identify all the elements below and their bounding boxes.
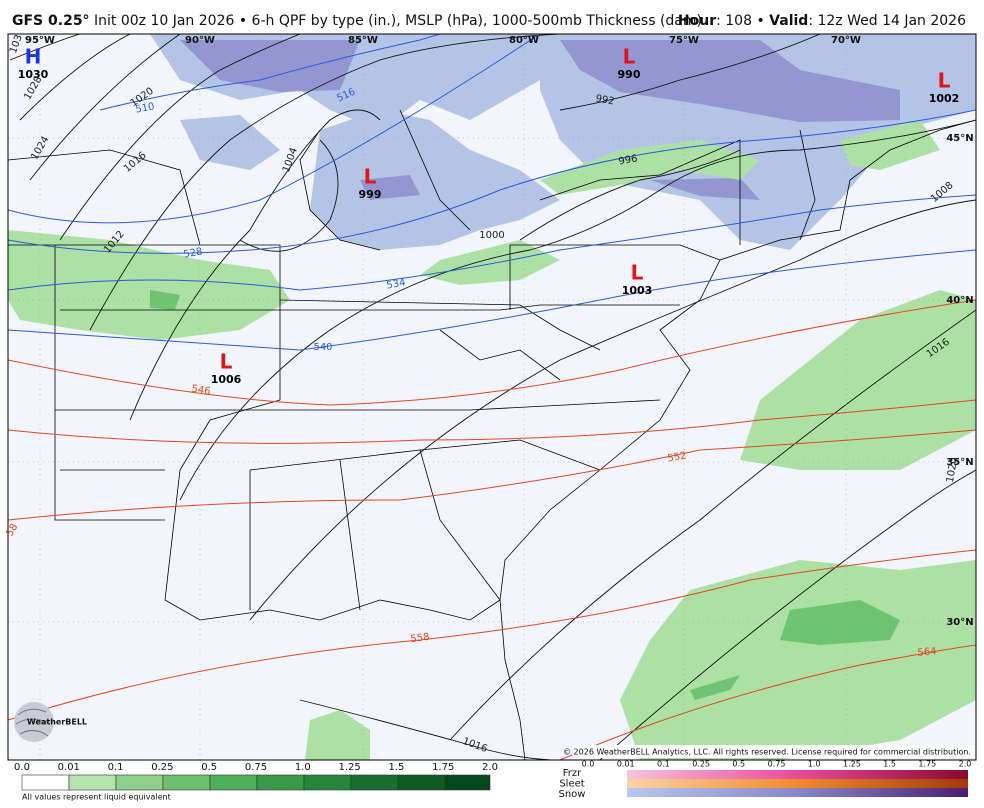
pressure-value: 990: [618, 68, 641, 81]
heavier-rain-areas: [150, 290, 900, 700]
header-part: Init 00z 10 Jan 2026 • 6-h QPF by type (…: [94, 13, 702, 29]
thickness-label: 546: [191, 383, 212, 397]
type-label: Sleet: [559, 779, 584, 790]
header-part: : 108 •: [716, 13, 765, 29]
mixed-tick-label: 0.01: [617, 760, 635, 769]
mixed-tick-label: 2.0: [959, 760, 972, 769]
rain-tick-label: 1.75: [432, 762, 454, 773]
grid-label: 85°W: [348, 35, 378, 46]
rain-tick-label: 2.0: [482, 762, 498, 773]
mixed-tick-label: 1.0: [808, 760, 821, 769]
thickness-red: [8, 299, 976, 760]
grid-label: 35°N: [946, 457, 973, 468]
map: [8, 34, 976, 760]
mixed-tick-label: 1.5: [883, 760, 896, 769]
pressure-symbol: L: [623, 45, 636, 69]
rain-tick-label: 1.25: [338, 762, 360, 773]
pressure-symbol: L: [631, 261, 644, 285]
pressure-value: 999: [359, 188, 382, 201]
thickness-label: 534: [386, 277, 407, 291]
copyright-bg: [572, 745, 974, 758]
pressure-symbol: L: [938, 69, 951, 93]
rain-tick-label: 0.1: [108, 762, 124, 773]
grid-label: 30°N: [946, 617, 973, 628]
map-frame: [7, 33, 977, 761]
thickness-label: 558: [410, 632, 430, 646]
rain-tick-label: 0.01: [58, 762, 80, 773]
heavy-snow-areas: [180, 40, 900, 200]
header-valid: Hour: 108 • Valid: 12z Wed 14 Jan 2026: [678, 13, 966, 29]
type-label: Frzr: [563, 768, 582, 779]
pressure-symbol: L: [220, 350, 233, 374]
legend-note: All values represent liquid equivalent: [22, 793, 171, 802]
rain-tick-label: 1.0: [295, 762, 311, 773]
mixed-colorbar: [627, 770, 968, 797]
rain-areas: [8, 120, 976, 760]
isobar-label: 996: [618, 153, 639, 167]
logo-mark: [14, 702, 54, 742]
isobar-label: 1000: [479, 230, 504, 241]
mixed-tick-label: 0.25: [692, 760, 710, 769]
pressure-symbol: H: [25, 45, 42, 69]
mixed-tick-label: 1.25: [843, 760, 861, 769]
thickness-label: 540: [313, 342, 332, 353]
pressure-value: 1006: [211, 373, 242, 386]
grid-label: 75°W: [669, 35, 699, 46]
mixed-tick-label: 0.1: [657, 760, 670, 769]
pressure-symbol: L: [364, 165, 377, 189]
header-part: Valid: [769, 13, 808, 29]
isobars: [9, 34, 976, 760]
thickness-label: 510: [135, 101, 156, 115]
rain-colorbar: [21, 774, 491, 791]
rain-tick-label: 0.0: [14, 762, 30, 773]
header-part: GFS 0.25°: [12, 13, 90, 29]
grid-label: 95°W: [25, 35, 55, 46]
pressure-value: 1003: [622, 284, 653, 297]
isobar-label: 992: [595, 93, 616, 107]
pressure-value: 1030: [18, 68, 49, 81]
logo: WeatherBELL: [27, 718, 87, 727]
type-label: Snow: [559, 789, 586, 800]
rain-tick-label: 0.75: [245, 762, 267, 773]
thickness-label: 552: [667, 450, 688, 464]
rain-tick-label: 1.5: [388, 762, 404, 773]
mixed-tick-label: 1.75: [918, 760, 936, 769]
pressure-value: 1002: [929, 92, 960, 105]
header-part: Hour: [678, 13, 716, 29]
mixed-tick-label: 0.0: [582, 760, 595, 769]
header-part: : 12z Wed 14 Jan 2026: [808, 13, 966, 29]
rain-tick-label: 0.5: [201, 762, 217, 773]
grid-label: 80°W: [509, 35, 539, 46]
copyright: © 2026 WeatherBELL Analytics, LLC. All r…: [563, 748, 971, 757]
rain-tick-label: 0.25: [151, 762, 173, 773]
grid-label: 70°W: [831, 35, 861, 46]
thickness-label: 564: [917, 646, 937, 659]
header-title: GFS 0.25° Init 00z 10 Jan 2026 • 6-h QPF…: [12, 13, 702, 29]
mixed-tick-label: 0.5: [732, 760, 745, 769]
mixed-tick-label: 0.75: [768, 760, 786, 769]
grid-label: 40°N: [946, 295, 973, 306]
thickness-label: 528: [183, 246, 204, 260]
thickness-blue: [8, 34, 976, 351]
isobar-label: 1020: [945, 457, 960, 484]
grid-label: 45°N: [946, 133, 973, 144]
grid-label: 90°W: [185, 35, 215, 46]
